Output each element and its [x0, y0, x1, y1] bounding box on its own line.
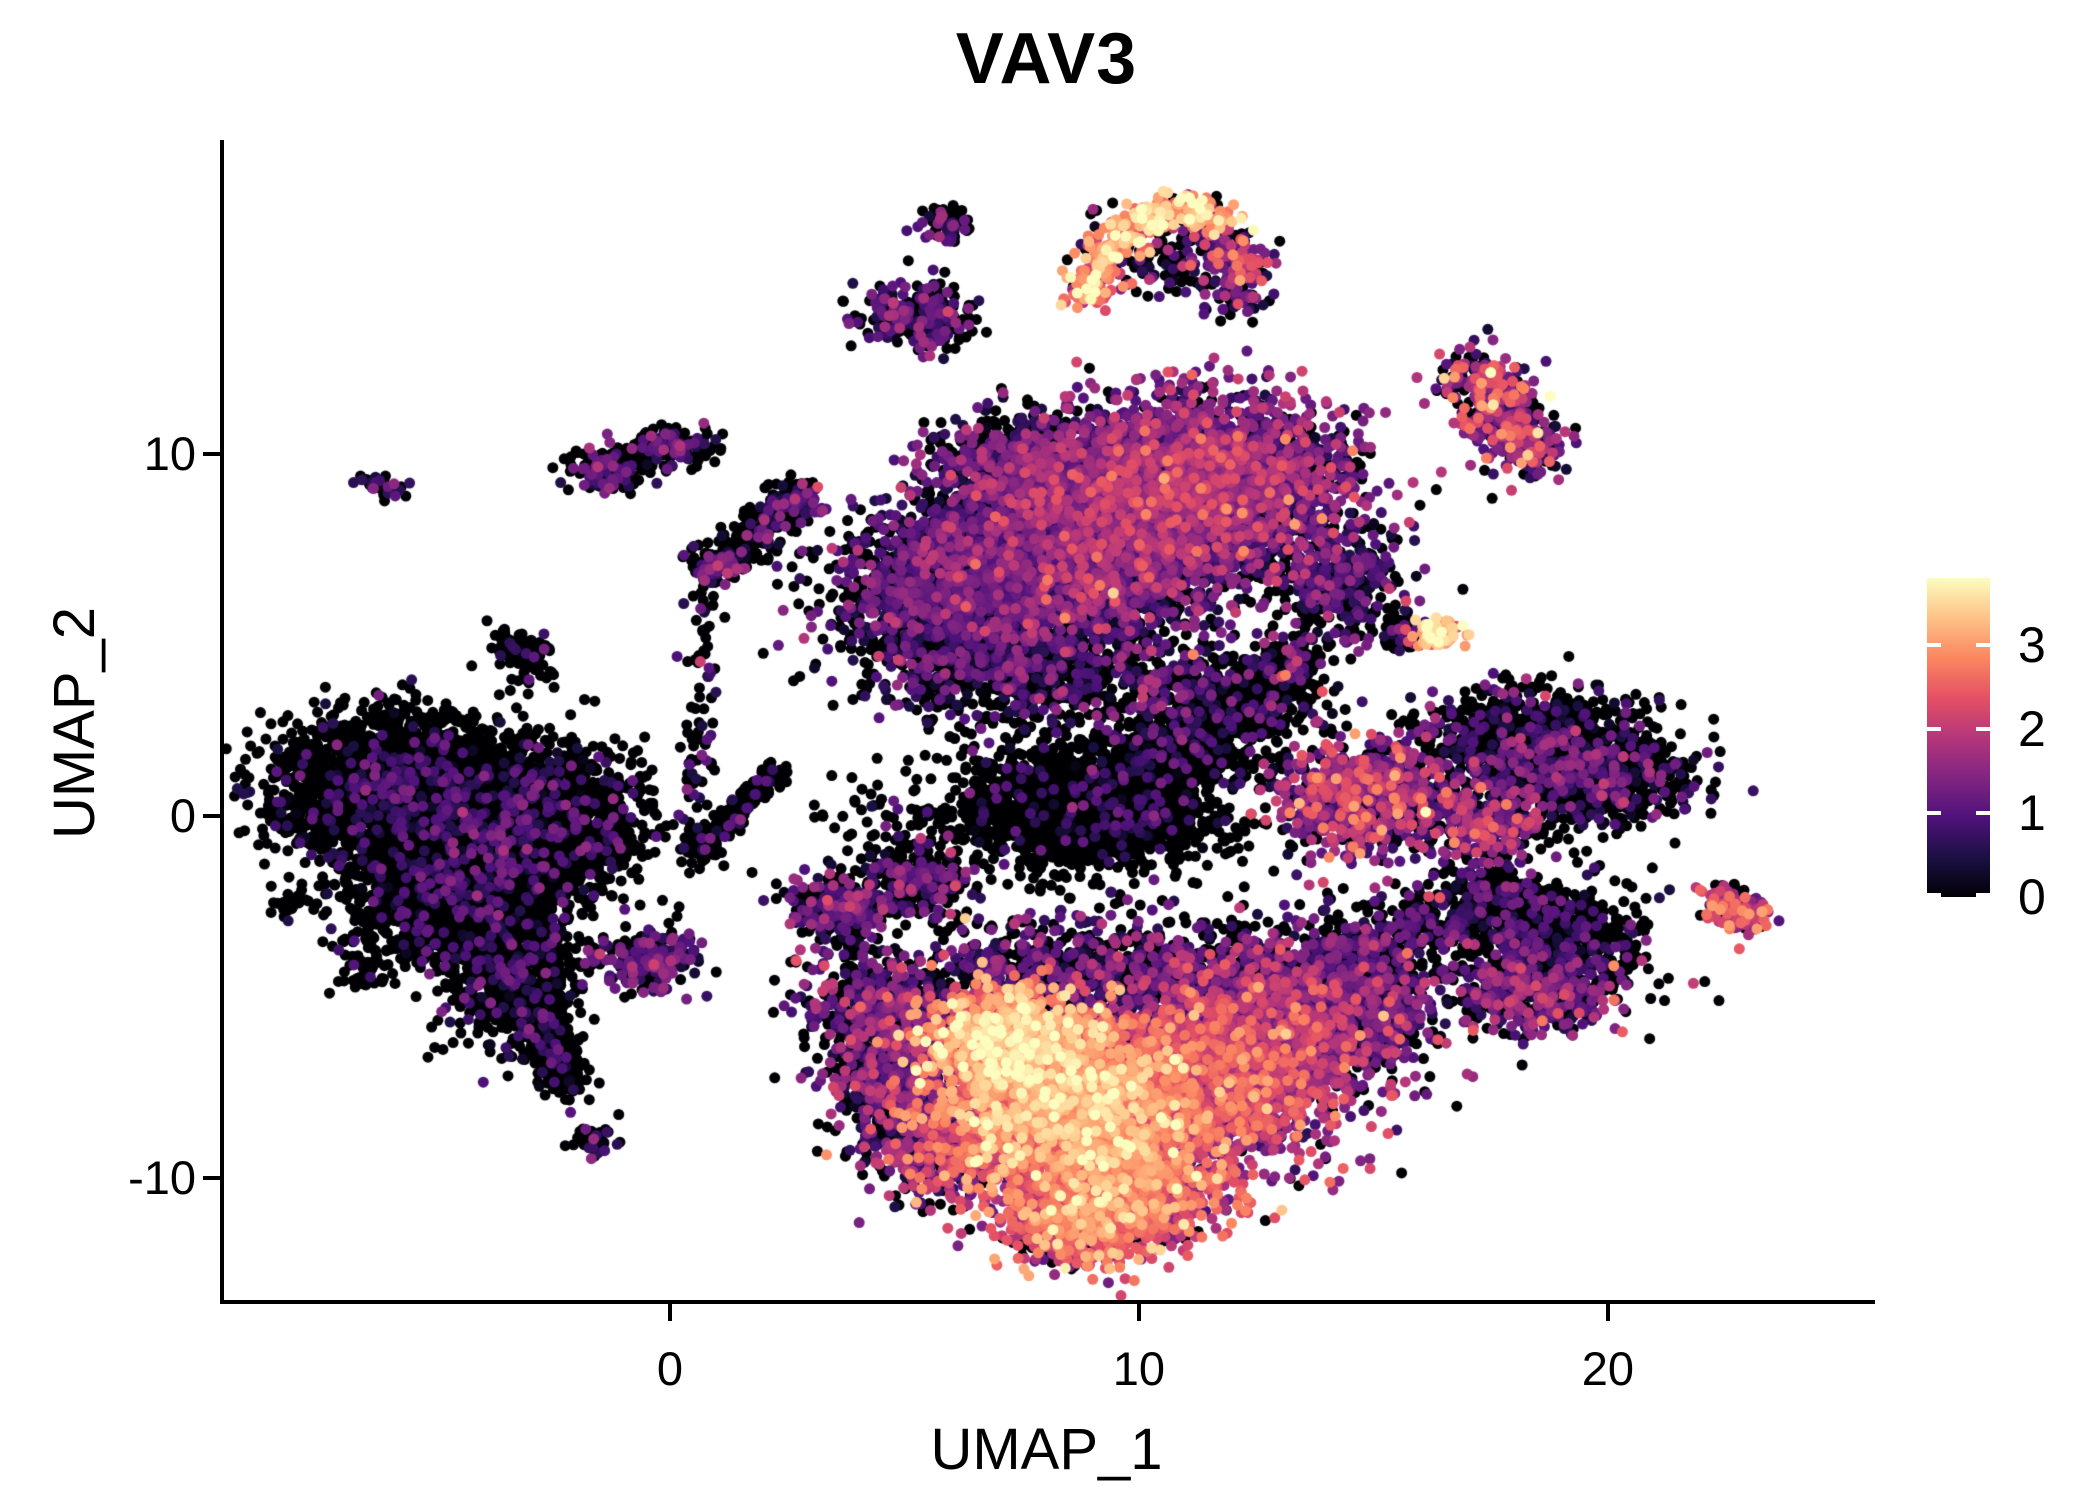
- legend-tick: [1976, 727, 1990, 732]
- legend-tick: [1927, 727, 1941, 732]
- x-axis-title: UMAP_1: [930, 1417, 1163, 1482]
- plot-title: VAV3: [955, 19, 1138, 99]
- y-tick-mark: [203, 1175, 220, 1180]
- y-axis-line: [220, 140, 224, 1304]
- legend-tick-label: 0: [2018, 869, 2046, 925]
- x-tick-label: 10: [1112, 1342, 1166, 1395]
- x-tick-mark: [1605, 1304, 1610, 1321]
- legend-gradient-bar: [1927, 578, 1990, 897]
- x-tick-label: 20: [1581, 1342, 1635, 1395]
- legend-tick: [1976, 811, 1990, 816]
- y-tick-mark: [203, 452, 220, 457]
- legend-tick-label: 3: [2018, 617, 2046, 674]
- y-tick-label: -10: [128, 1150, 196, 1204]
- legend-tick-label: 1: [2018, 785, 2046, 842]
- x-axis-line: [220, 1300, 1875, 1304]
- legend-tick: [1976, 643, 1990, 648]
- y-axis-title: UMAP_2: [42, 606, 107, 840]
- y-tick-label: 10: [143, 427, 196, 481]
- legend-tick: [1927, 811, 1941, 816]
- x-tick-mark: [1136, 1304, 1141, 1321]
- x-tick-label: 0: [656, 1342, 683, 1395]
- legend-tick: [1976, 893, 1990, 897]
- legend-tick: [1927, 643, 1941, 648]
- y-tick-mark: [203, 814, 220, 818]
- legend-tick-label: 2: [2018, 701, 2046, 758]
- y-tick-label: 0: [169, 789, 196, 842]
- x-tick-mark: [667, 1304, 672, 1321]
- legend-tick: [1927, 893, 1941, 897]
